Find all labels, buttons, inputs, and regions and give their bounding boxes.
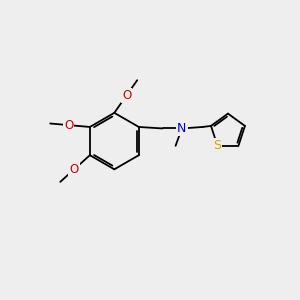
Text: O: O: [122, 89, 131, 102]
Text: S: S: [214, 140, 221, 152]
Text: O: O: [64, 118, 73, 132]
Text: N: N: [177, 122, 187, 135]
Text: O: O: [69, 163, 79, 176]
